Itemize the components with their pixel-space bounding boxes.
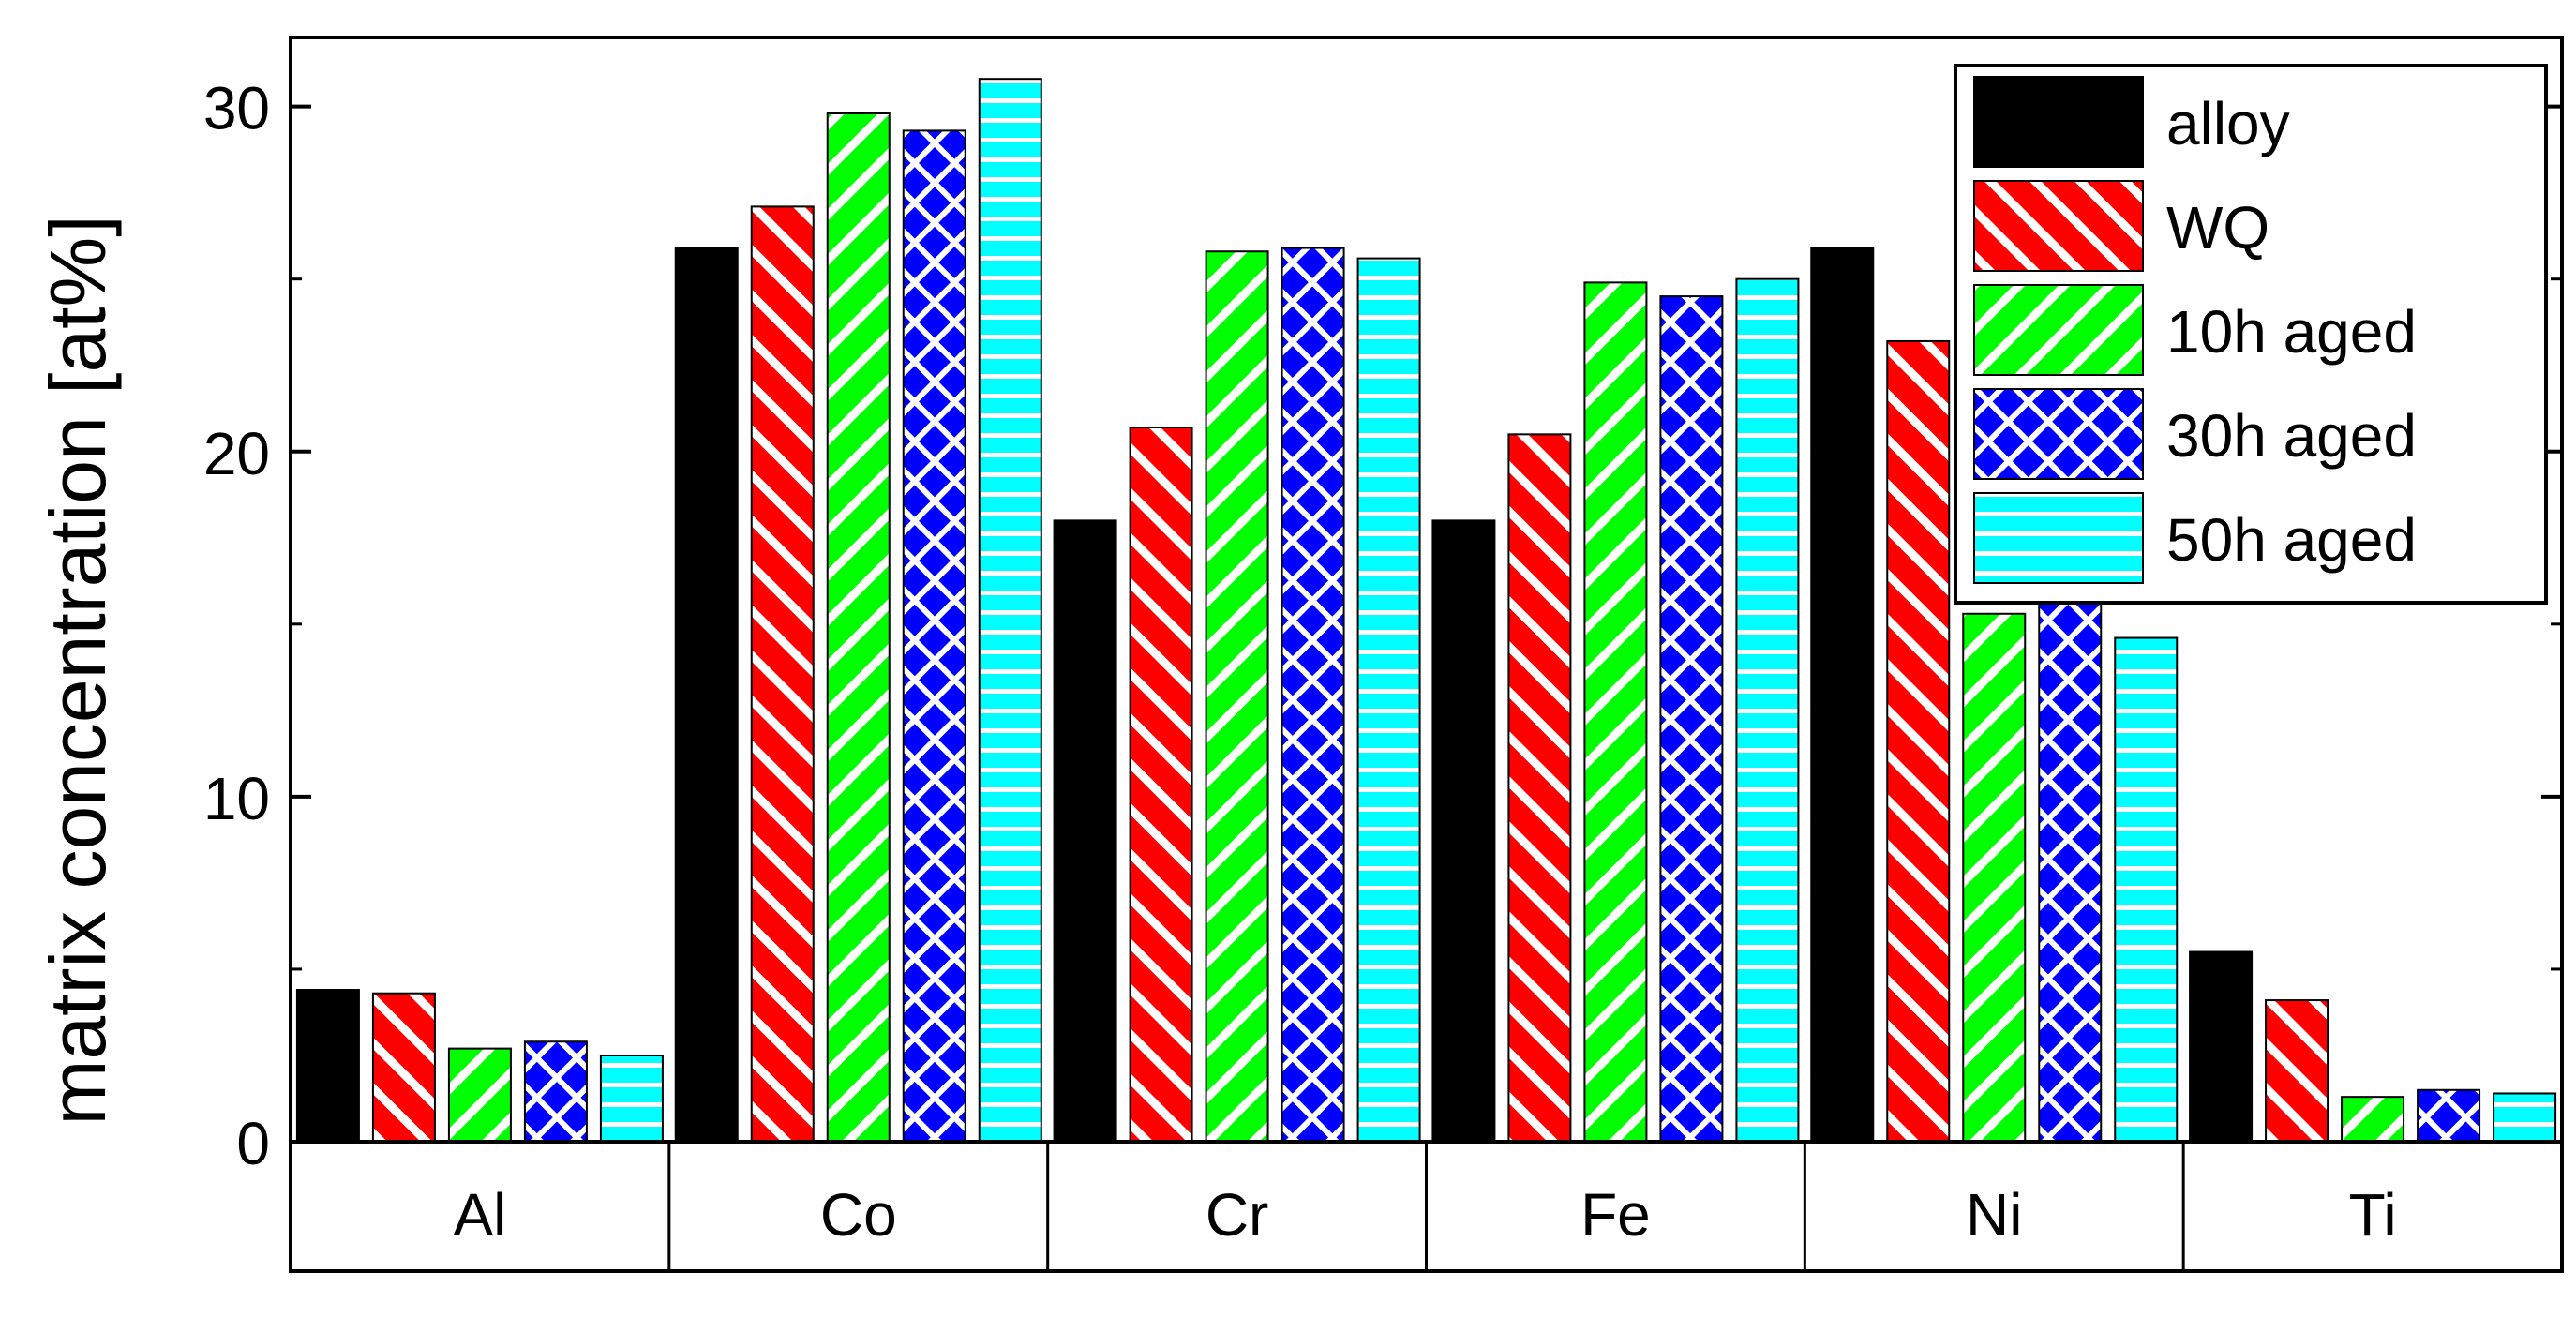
bar-al-10h-aged [447,1047,512,1143]
x-tick-label-ni: Ni [1966,1181,2022,1249]
bar-ti-wq [2265,999,2329,1143]
bar-fe-wq [1507,433,1572,1143]
x-tick-label-fe: Fe [1580,1181,1651,1249]
legend-label-10h-aged: 10h aged [2166,298,2417,366]
bar-cr-10h-aged [1205,250,1269,1143]
y-tick-label: 20 [203,420,270,487]
legend-swatch-30h-aged [1973,388,2144,480]
y-tick-label: 10 [203,765,270,832]
bar-co-alloy [674,247,739,1143]
bar-co-10h-aged [826,112,891,1143]
bar-al-50h-aged [599,1054,664,1143]
bar-fe-30h-aged [1659,295,1724,1143]
bar-al-alloy [295,989,360,1144]
bars-group [295,78,2557,1144]
bar-co-30h-aged [902,129,966,1143]
bar-al-30h-aged [523,1040,588,1144]
legend-label-30h-aged: 30h aged [2166,402,2417,470]
bar-ti-alloy [2189,950,2254,1143]
bar-cr-50h-aged [1356,257,1421,1144]
bar-cr-wq [1129,426,1193,1143]
bar-ni-alloy [1810,247,1875,1143]
bar-al-wq [371,992,436,1144]
x-tick-label-cr: Cr [1206,1181,1269,1249]
x-tick-label-al: Al [453,1181,506,1249]
legend-swatch-wq [1973,180,2144,272]
bar-fe-10h-aged [1583,281,1648,1143]
legend: alloy WQ 10h aged 30h aged 50h aged [1954,64,2548,605]
bar-cr-alloy [1053,519,1117,1143]
legend-label-50h-aged: 50h aged [2166,506,2417,574]
bar-cr-30h-aged [1281,247,1345,1143]
bar-co-50h-aged [978,78,1042,1143]
legend-swatch-10h-aged [1973,284,2144,376]
bar-ni-50h-aged [2114,636,2179,1143]
axes-group: Al Co Cr Fe Ni Ti 0 10 20 30 [203,36,2564,1273]
bar-fe-alloy [1431,519,1496,1143]
bar-ni-30h-aged [2038,599,2103,1143]
y-tick-label: 0 [236,1110,270,1177]
bar-co-wq [750,205,815,1144]
bar-ti-10h-aged [2341,1096,2405,1144]
legend-swatch-alloy [1973,76,2144,168]
y-axis-title: matrix concentration [at%] [34,215,122,1125]
y-tick-label: 30 [203,75,270,142]
bar-ni-10h-aged [1962,612,2027,1143]
x-tick-label-co: Co [820,1181,897,1249]
bar-ni-wq [1886,339,1951,1143]
legend-label-wq: WQ [2166,194,2269,262]
bar-fe-50h-aged [1735,277,1800,1143]
bar-ti-50h-aged [2493,1092,2557,1144]
bar-ti-30h-aged [2417,1088,2481,1143]
legend-swatch-50h-aged [1973,492,2144,584]
legend-label-alloy: alloy [2166,90,2290,157]
x-tick-label-ti: Ti [2349,1181,2397,1249]
